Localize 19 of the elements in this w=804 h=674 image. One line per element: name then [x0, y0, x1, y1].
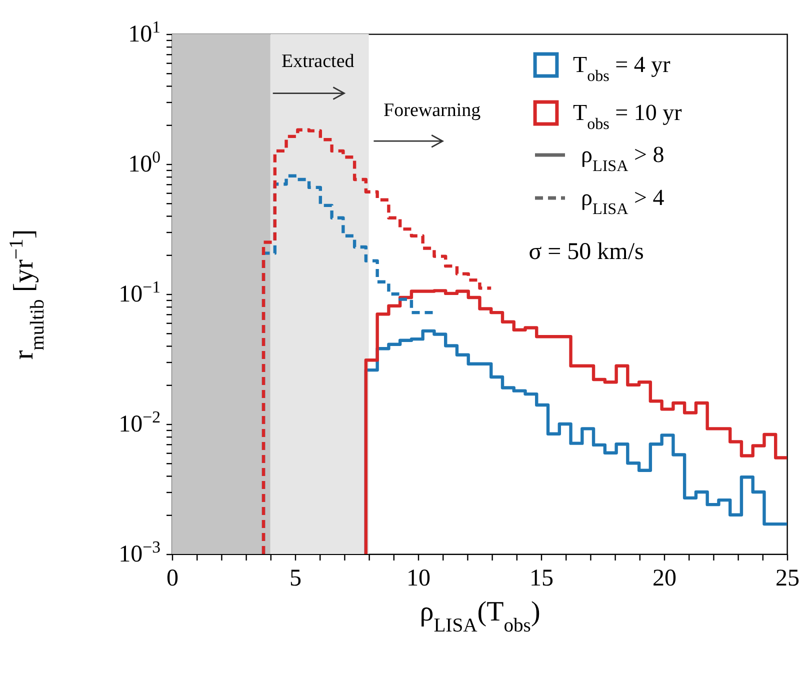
annotation: σ = 50 km/s	[528, 239, 644, 266]
x-tick-label: 0	[166, 566, 178, 592]
x-axis-title: ρ$_{LISA}$(T$_{obs}$)	[420, 596, 540, 636]
y-tick-label: 10$^{−1}$	[118, 277, 160, 308]
x-tick-label: 5	[290, 566, 302, 592]
x-tick-label: 25	[776, 566, 800, 592]
annotation: Forewarning	[384, 100, 482, 122]
x-tick-label: 20	[652, 566, 676, 592]
legend-label: T$_{obs}$ = 10 yr	[573, 100, 682, 132]
legend-label: T$_{obs}$ = 4 yr	[573, 52, 671, 84]
y-tick-label: 10$^{−3}$	[118, 537, 160, 568]
y-tick-label: 10$^{0}$	[128, 147, 160, 178]
annotation: ρ$_{LISA}$ > 4	[581, 185, 665, 218]
y-tick-label: 10$^{1}$	[128, 17, 160, 48]
annotation: Extracted	[281, 50, 355, 72]
y-tick-label: 10$^{−2}$	[118, 407, 160, 438]
annotation: ρ$_{LISA}$ > 8	[581, 142, 664, 174]
x-tick-label: 10	[406, 566, 430, 592]
x-tick-label: 15	[530, 566, 554, 592]
